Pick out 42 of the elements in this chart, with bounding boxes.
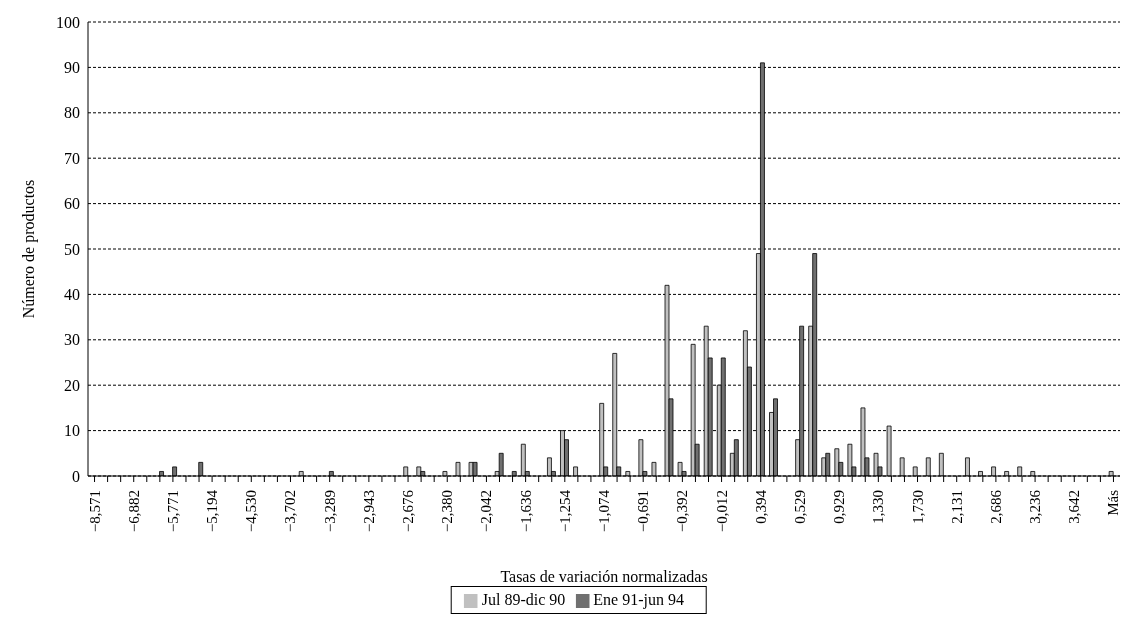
x-tick-label: −1,074: [596, 489, 612, 533]
x-tick-label: −2,676: [400, 489, 417, 533]
x-axis-title: Tasas de variación normalizadas: [500, 568, 708, 585]
y-tick-label: 10: [64, 422, 80, 440]
x-tick-label: −0,392: [674, 490, 691, 533]
x-tick-label: 1,730: [909, 490, 926, 524]
x-tick-label: −2,380: [439, 490, 456, 533]
x-tick-label: −5,194: [204, 489, 221, 533]
x-tick-label: −0,012: [713, 490, 730, 533]
y-tick-label: 50: [64, 240, 80, 258]
x-tick-label: −5,771: [164, 490, 181, 533]
y-tick-label: 40: [64, 286, 80, 304]
x-tick-label: −3,289: [321, 490, 338, 533]
y-tick-label: 100: [56, 13, 80, 31]
y-tick-label: 0: [72, 467, 80, 485]
x-tick-label: 2,131: [948, 490, 965, 524]
y-tick-label: 60: [64, 195, 80, 213]
x-tick-label: −2,943: [360, 490, 377, 533]
x-tick-label: −0,691: [635, 490, 652, 533]
legend-label: Ene 91-jun 94: [593, 591, 684, 608]
x-tick-label: 0,929: [831, 490, 848, 524]
x-tick-label: −4,530: [243, 490, 260, 533]
y-tick-label: 80: [64, 104, 80, 122]
legend-label: Jul 89-dic 90: [481, 591, 566, 608]
x-tick-label: 1,330: [870, 490, 887, 524]
x-tick-label: 3,642: [1066, 490, 1083, 524]
x-tick-label: 0,394: [752, 489, 769, 524]
y-tick-label: 30: [64, 331, 80, 349]
y-axis-title: Número de productos: [19, 179, 38, 319]
x-tick-label: −1,254: [556, 489, 573, 533]
x-tick-label: −2,042: [478, 490, 495, 533]
x-tick-label: −8,571: [86, 490, 103, 533]
y-tick-label: 20: [64, 376, 80, 394]
x-tick-label: Más: [1105, 489, 1122, 516]
x-tick-label: −1,636: [517, 489, 534, 533]
x-tick-label: 0,529: [791, 490, 808, 524]
y-tick-label: 90: [64, 59, 80, 77]
x-tick-label: 3,236: [1027, 489, 1044, 524]
y-tick-label: 70: [64, 149, 80, 167]
x-tick-label: −6,882: [125, 490, 142, 533]
x-tick-label: −3,702: [282, 490, 299, 533]
x-tick-label: 2,686: [987, 489, 1004, 524]
